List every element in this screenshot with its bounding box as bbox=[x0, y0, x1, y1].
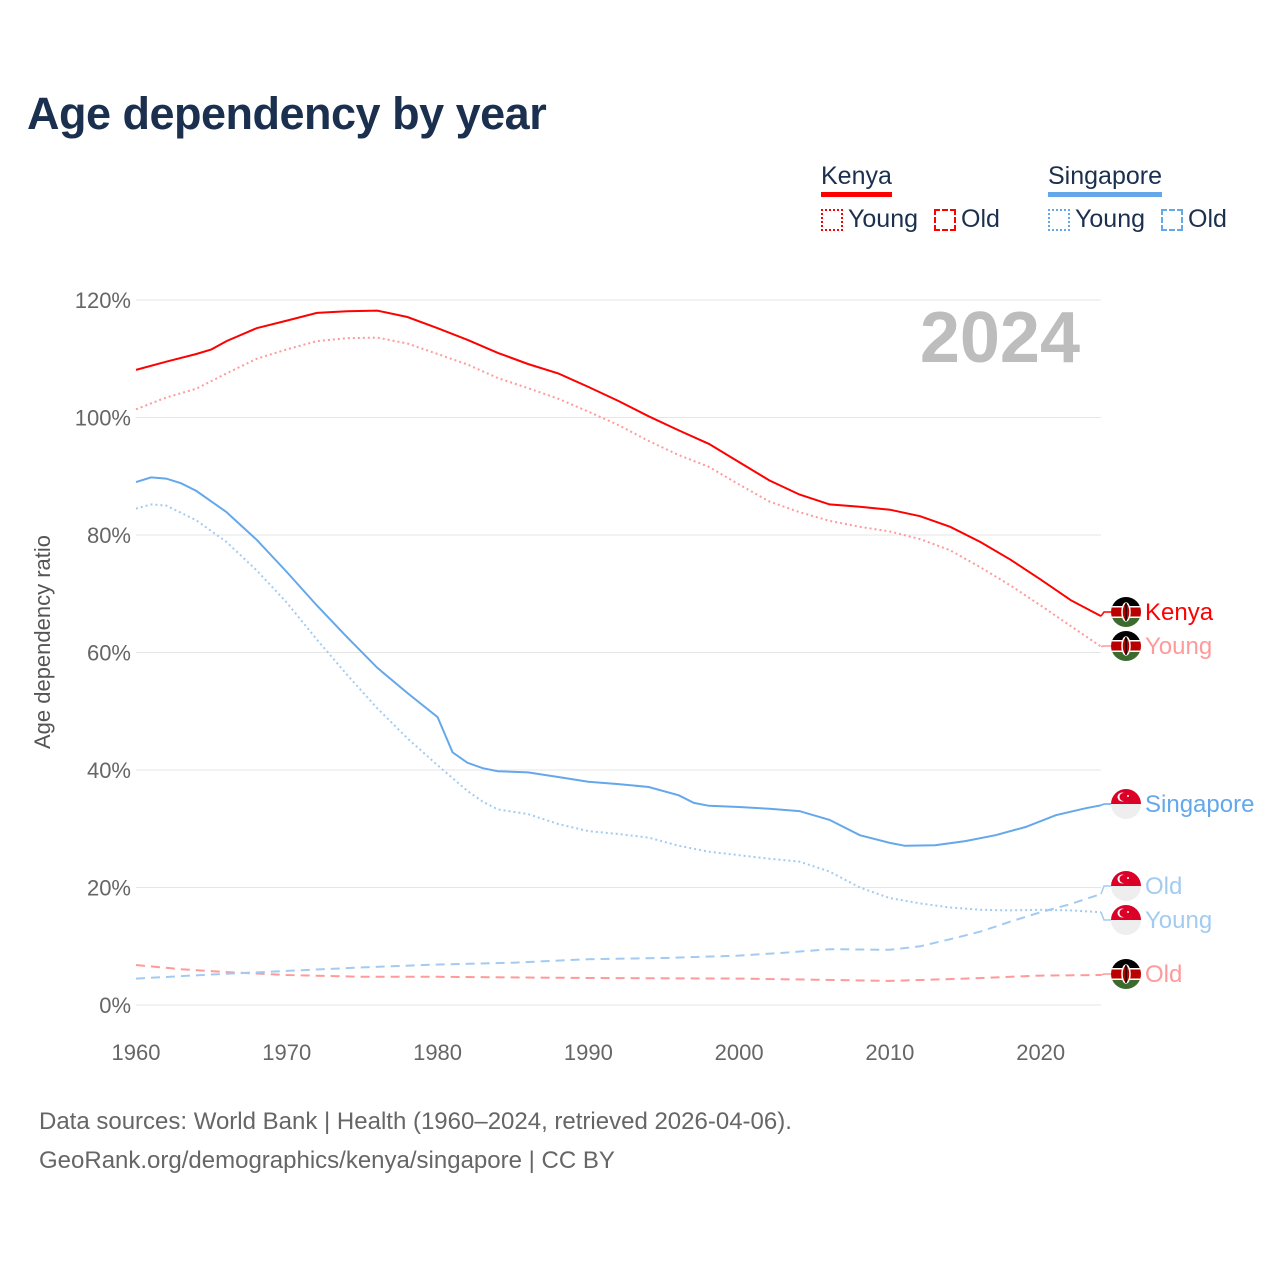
y-tick-label: 80% bbox=[87, 523, 131, 548]
chart-title: Age dependency by year bbox=[27, 88, 547, 139]
x-tick-label: 1960 bbox=[112, 1040, 161, 1065]
y-tick-label: 60% bbox=[87, 641, 131, 666]
y-axis-label: Age dependency ratio bbox=[30, 535, 55, 749]
x-tick-label: 1990 bbox=[564, 1040, 613, 1065]
legend-kenya-young[interactable]: Young bbox=[821, 205, 918, 234]
kenya-flag-icon bbox=[1111, 959, 1141, 989]
y-tick-label: 20% bbox=[87, 876, 131, 901]
legend-label: Young bbox=[848, 205, 918, 233]
x-tick-label: 2020 bbox=[1016, 1040, 1065, 1065]
x-tick-label: 1980 bbox=[413, 1040, 462, 1065]
legend-label: Old bbox=[961, 205, 1000, 233]
legend-singapore-old[interactable]: Old bbox=[1161, 205, 1227, 234]
series-line-singapore-old bbox=[135, 893, 1102, 980]
series-line-kenya bbox=[135, 309, 1102, 617]
end-label-singapore-old: Old bbox=[1145, 873, 1182, 900]
legend-label: Young bbox=[1075, 205, 1145, 233]
label-connector bbox=[1100, 885, 1111, 895]
legend-singapore[interactable]: Singapore Young Old bbox=[1048, 162, 1227, 234]
legend-kenya[interactable]: Kenya Young Old bbox=[821, 162, 1000, 234]
label-connector bbox=[1100, 973, 1111, 976]
series-line-singapore bbox=[135, 476, 1102, 847]
dotted-swatch-icon bbox=[1048, 208, 1070, 231]
end-label-singapore: Singapore bbox=[1145, 791, 1254, 818]
label-connector bbox=[1100, 645, 1111, 648]
footer-sources: Data sources: World Bank | Health (1960–… bbox=[39, 1108, 792, 1135]
label-connector bbox=[1100, 611, 1111, 617]
year-watermark: 2024 bbox=[920, 298, 1080, 378]
x-tick-label: 2000 bbox=[715, 1040, 764, 1065]
footer-link[interactable]: GeoRank.org/demographics/kenya/singapore… bbox=[39, 1147, 615, 1174]
end-label-singapore-young: Young bbox=[1145, 907, 1212, 934]
end-label-kenya-old: Old bbox=[1145, 961, 1182, 988]
dotted-swatch-icon bbox=[821, 208, 843, 231]
singapore-flag-icon bbox=[1111, 789, 1141, 819]
dashed-swatch-icon bbox=[1161, 208, 1183, 231]
end-label-kenya-young: Young bbox=[1145, 633, 1212, 660]
kenya-flag-icon bbox=[1111, 597, 1141, 627]
singapore-flag-icon bbox=[1111, 905, 1141, 935]
x-tick-label: 2010 bbox=[865, 1040, 914, 1065]
x-tick-label: 1970 bbox=[262, 1040, 311, 1065]
legend-singapore-name: Singapore bbox=[1048, 162, 1162, 197]
legend-kenya-name: Kenya bbox=[821, 162, 892, 197]
y-tick-label: 100% bbox=[75, 406, 131, 431]
y-tick-label: 0% bbox=[99, 993, 131, 1018]
singapore-flag-icon bbox=[1111, 871, 1141, 901]
y-tick-label: 120% bbox=[75, 288, 131, 313]
legend-kenya-old[interactable]: Old bbox=[934, 205, 1000, 234]
legend-singapore-young[interactable]: Young bbox=[1048, 205, 1145, 234]
end-label-kenya: Kenya bbox=[1145, 599, 1214, 626]
series-line-kenya-young bbox=[135, 336, 1102, 648]
kenya-flag-icon bbox=[1111, 631, 1141, 661]
label-connector bbox=[1100, 911, 1111, 921]
series-line-kenya-old bbox=[135, 964, 1102, 982]
label-connector bbox=[1100, 803, 1111, 806]
y-tick-label: 40% bbox=[87, 758, 131, 783]
dashed-swatch-icon bbox=[934, 208, 956, 231]
legend-label: Old bbox=[1188, 205, 1227, 233]
